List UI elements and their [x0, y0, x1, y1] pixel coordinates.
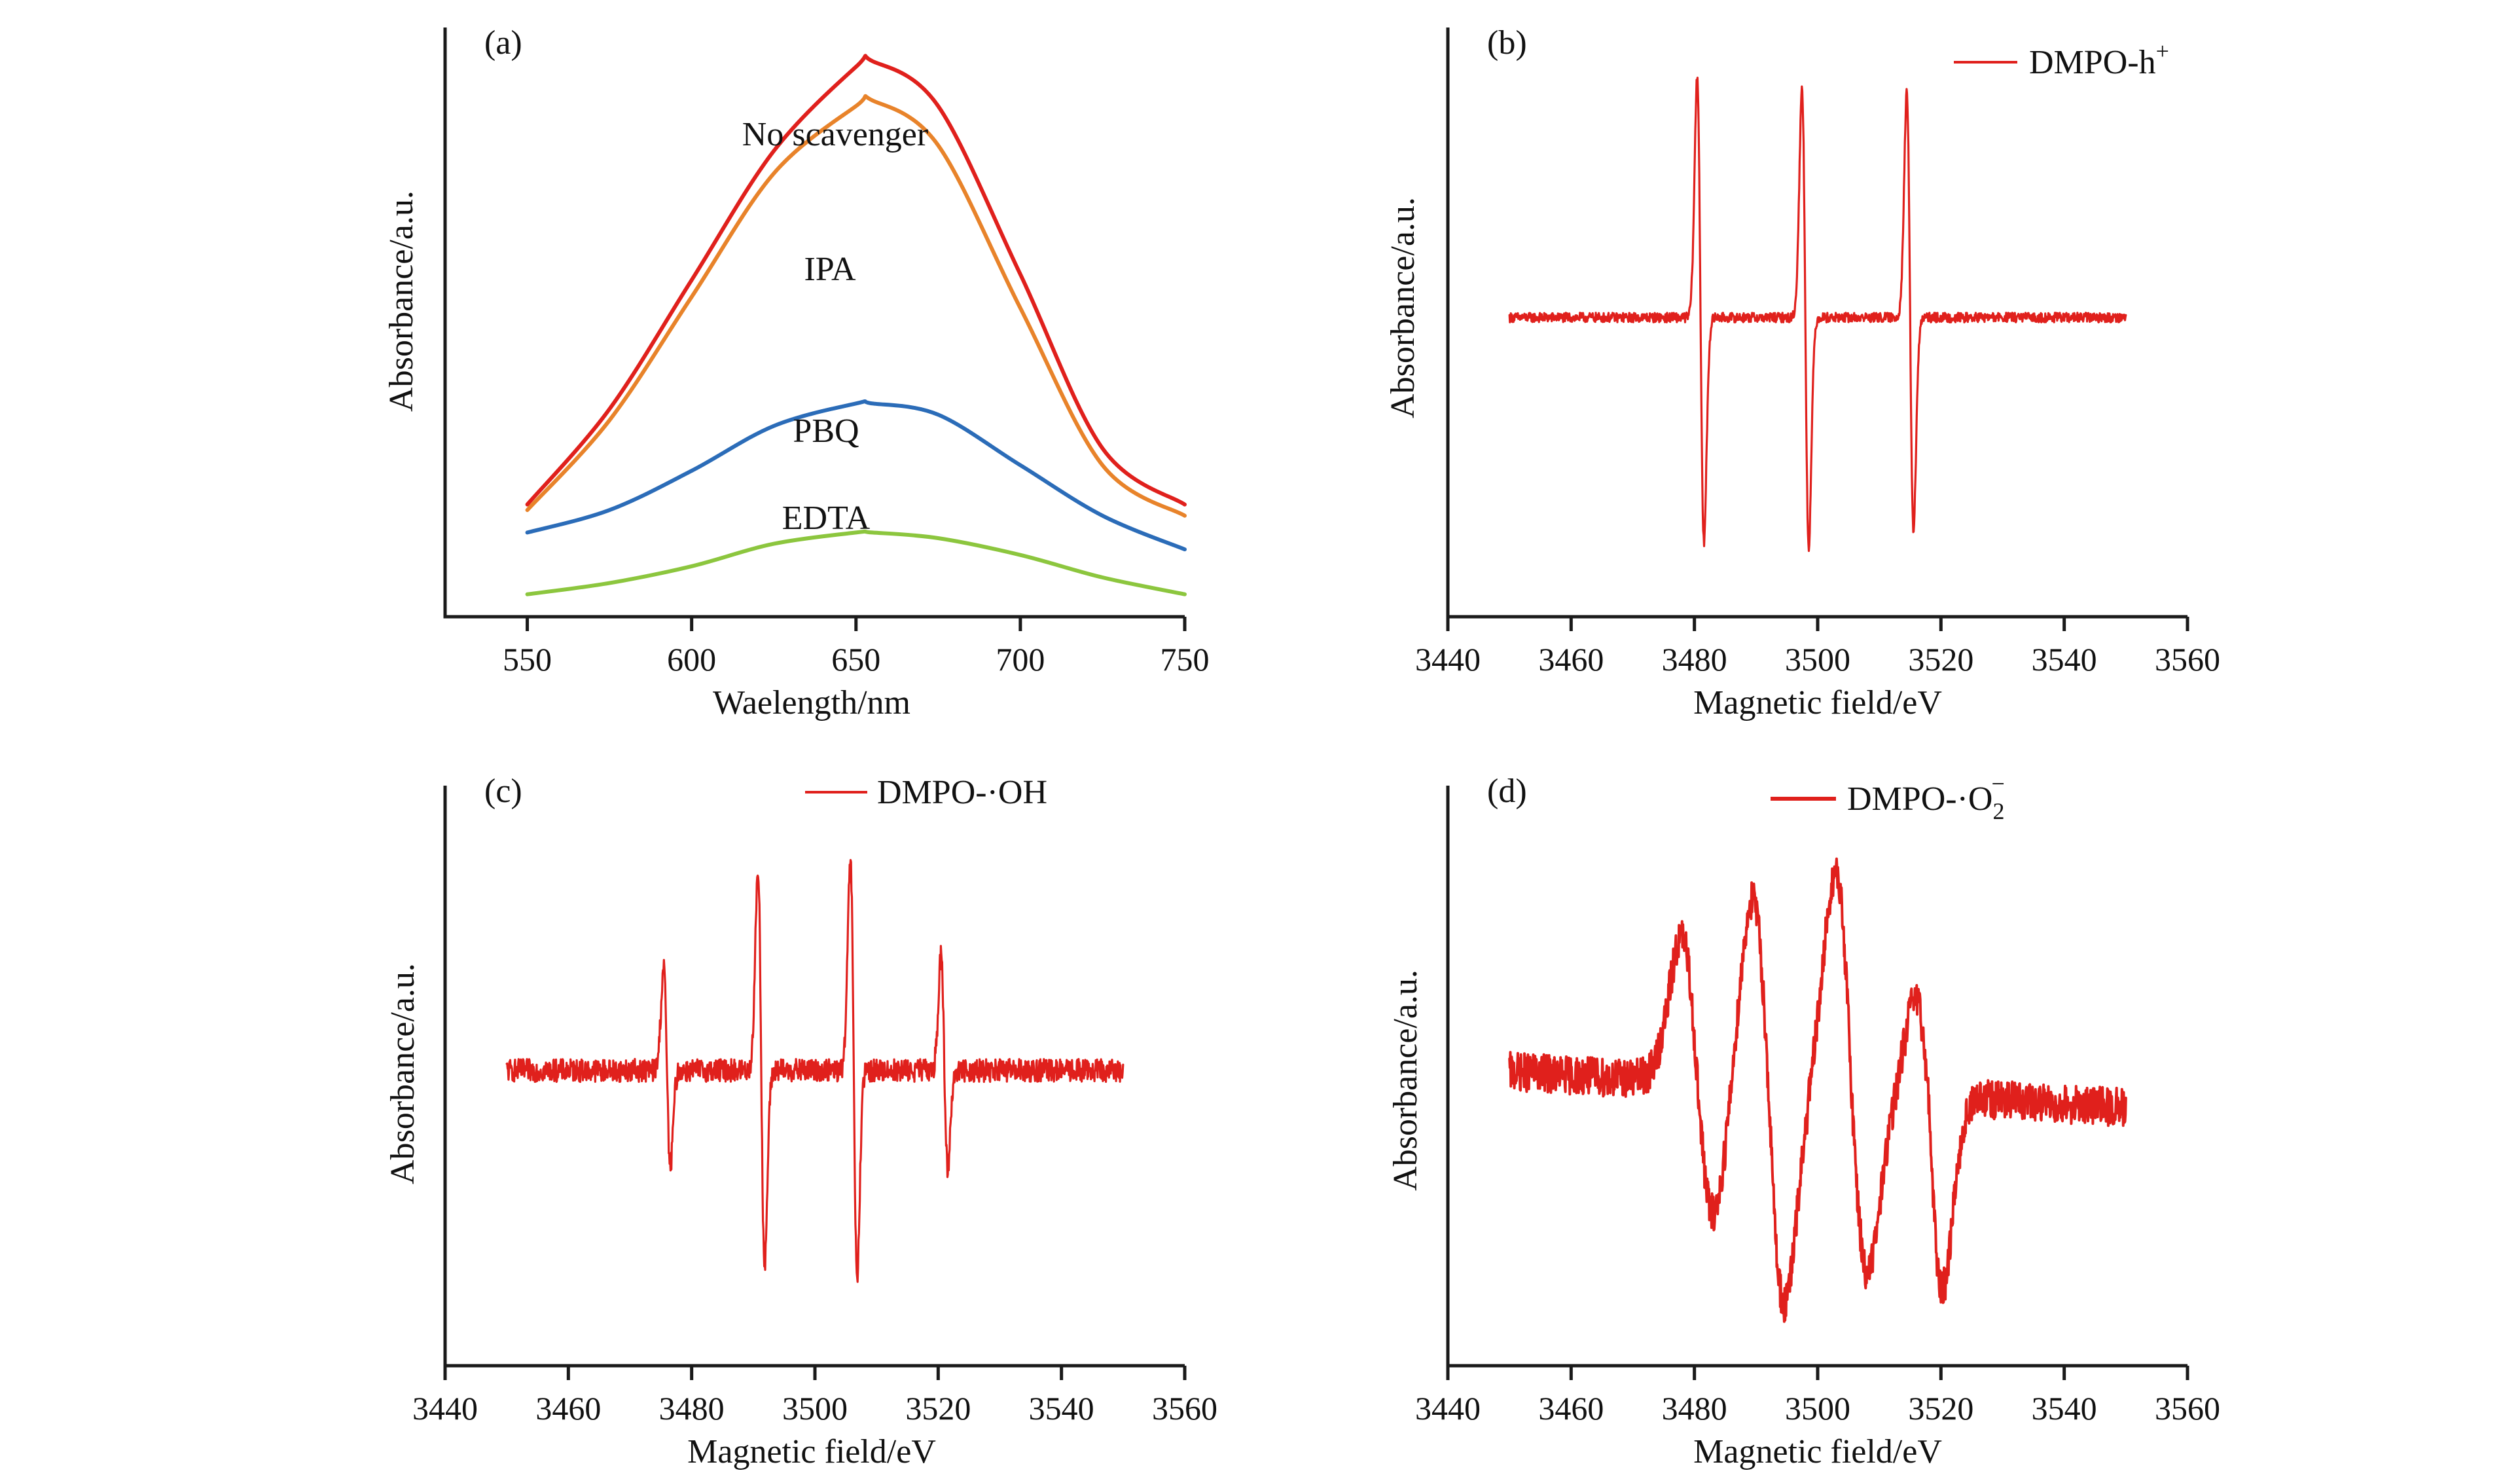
panel-d-y-axis-title: Absorbance/a.u. [1387, 970, 1424, 1191]
panel-b-x-tick-label: 3460 [1538, 641, 1604, 678]
panel-d-x-tick-label: 3520 [1908, 1390, 1973, 1427]
panel-c-x-axis-title: Magnetic field/eV [687, 1433, 936, 1470]
panel-d-series-line-0 [1508, 857, 2127, 1323]
panel-b-series [1508, 77, 2127, 553]
panel-d-x-axis-title: Magnetic field/eV [1693, 1433, 1942, 1470]
panel-b-x-tick-label: 3560 [2155, 641, 2220, 678]
panel-b-y-axis-title: Absorbance/a.u. [1384, 197, 1422, 418]
panel-a-series-line-2 [525, 399, 1187, 552]
panel-b-x-tick-label: 3540 [2032, 641, 2097, 678]
panel-a-axes [443, 27, 1185, 619]
panel-b-x-axis-title: Magnetic field/eV [1693, 684, 1942, 721]
panel-c-x-tick-label: 3560 [1152, 1390, 1217, 1427]
panel-a-series-line-3 [525, 529, 1187, 596]
panel-d-legend-label: DMPO-·O2− [1847, 771, 2005, 824]
panel-a-label: (a) [484, 24, 522, 62]
panel-a-x-tick-label: 750 [1161, 641, 1210, 678]
panel-a-x-tick-label: 600 [667, 641, 716, 678]
panel-c-label: (c) [484, 773, 522, 810]
panel-a-series-label-ipa: IPA [804, 251, 855, 288]
panel-d-label: (d) [1487, 773, 1527, 810]
panel-a-series-label-edta: EDTA [782, 500, 871, 537]
panel-b-ticks: 3440 3460 3480 3500 3520 3540 3560 [1415, 617, 2220, 678]
panel-c-x-tick-label: 3520 [905, 1390, 971, 1427]
panel-d-x-tick-label: 3460 [1538, 1390, 1604, 1427]
panel-c: 3440 3460 3480 3500 3520 3540 3560 (c) Magneti… [384, 773, 1217, 1470]
panel-b-x-tick-label: 3520 [1908, 641, 1973, 678]
panel-d-x-tick-label: 3440 [1415, 1390, 1481, 1427]
panel-a-x-axis-title: Waelength/nm [713, 684, 910, 721]
panel-d-x-tick-label: 3540 [2032, 1390, 2097, 1427]
panel-a-series [525, 54, 1187, 596]
panel-a-x-tick-label: 700 [996, 641, 1045, 678]
panel-b-legend: DMPO-h+ [1954, 38, 2169, 81]
panel-b-label: (b) [1487, 24, 1527, 62]
panel-d: 3440 3460 3480 3500 3520 3540 3560 (d) Magneti… [1387, 771, 2220, 1470]
panel-a-y-axis-title: Absorbance/a.u. [383, 191, 420, 412]
panel-d-legend: DMPO-·O2− [1771, 771, 2005, 824]
panel-c-series-line-0 [505, 859, 1125, 1283]
panel-c-x-tick-label: 3440 [412, 1390, 478, 1427]
panel-c-ticks: 3440 3460 3480 3500 3520 3540 3560 [412, 1366, 1217, 1427]
panel-b-x-tick-label: 3500 [1785, 641, 1850, 678]
panel-b-series-line-0 [1508, 77, 2127, 553]
panel-c-series [505, 859, 1125, 1283]
panel-a-ticks: 550 600 650 700 750 [503, 617, 1210, 678]
panel-a-series-label-no-scavenger: No scavenger [742, 116, 928, 153]
panel-d-series [1508, 857, 2127, 1323]
panel-d-x-tick-label: 3560 [2155, 1390, 2220, 1427]
panel-a-series-label-pbq: PBQ [793, 412, 859, 450]
panel-d-x-tick-label: 3480 [1662, 1390, 1727, 1427]
panel-a: 550 600 650 700 750 (a) Waelength/nm Absorba… [383, 24, 1210, 721]
panel-d-x-tick-label: 3500 [1785, 1390, 1850, 1427]
panel-b-x-tick-label: 3440 [1415, 641, 1481, 678]
panel-b-x-tick-label: 3480 [1662, 641, 1727, 678]
panel-c-x-tick-label: 3480 [659, 1390, 725, 1427]
panel-c-x-tick-label: 3460 [535, 1390, 601, 1427]
panel-c-x-tick-label: 3500 [782, 1390, 848, 1427]
panel-b-legend-label: DMPO-h+ [2029, 38, 2169, 81]
panel-d-ticks: 3440 3460 3480 3500 3520 3540 3560 [1415, 1366, 2220, 1427]
panel-a-series-line-1 [525, 94, 1187, 518]
panel-c-legend: DMPO-·OH [805, 774, 1047, 811]
panel-a-x-tick-label: 550 [503, 641, 552, 678]
panel-a-x-tick-label: 650 [831, 641, 880, 678]
panel-b: 3440 3460 3480 3500 3520 3540 3560 (b) Magneti… [1384, 24, 2220, 721]
panel-c-legend-label: DMPO-·OH [877, 774, 1047, 811]
panel-a-series-line-0 [525, 54, 1187, 507]
panel-c-x-tick-label: 3540 [1029, 1390, 1094, 1427]
panel-c-y-axis-title: Absorbance/a.u. [384, 963, 422, 1184]
